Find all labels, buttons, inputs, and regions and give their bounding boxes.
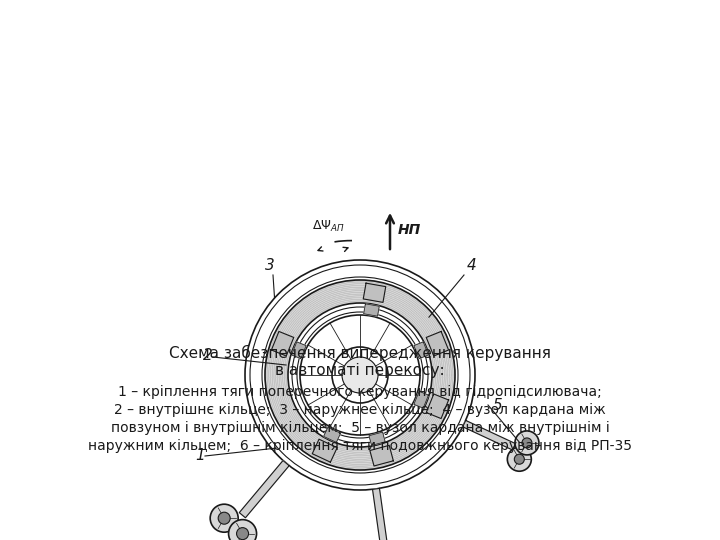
Text: в автоматі перекосу:: в автоматі перекосу: [275, 363, 445, 378]
Text: 2: 2 [203, 348, 212, 363]
Polygon shape [463, 421, 516, 450]
Polygon shape [312, 439, 337, 462]
Circle shape [218, 512, 230, 524]
Circle shape [237, 528, 248, 539]
Text: наружним кільцем;  6 – кріплення тяги подовжнього керування від РП-35: наружним кільцем; 6 – кріплення тяги под… [88, 439, 632, 453]
Polygon shape [370, 446, 393, 466]
Text: 4: 4 [467, 258, 477, 273]
Text: Схема забезпечення випередження керування: Схема забезпечення випередження керуванн… [169, 345, 551, 361]
Polygon shape [369, 432, 385, 445]
Polygon shape [372, 488, 388, 540]
Polygon shape [364, 304, 379, 316]
Polygon shape [292, 342, 306, 359]
Polygon shape [364, 283, 386, 302]
Polygon shape [414, 342, 428, 359]
Polygon shape [426, 332, 449, 356]
Circle shape [342, 357, 378, 393]
Circle shape [228, 519, 256, 540]
Polygon shape [239, 461, 289, 518]
Circle shape [265, 280, 455, 470]
Text: $\Delta\Psi_{АП}$: $\Delta\Psi_{АП}$ [312, 219, 344, 234]
Text: 3: 3 [265, 258, 275, 273]
Text: 1 – кріплення тяги поперечного керування від гідропідсилювача;: 1 – кріплення тяги поперечного керування… [118, 385, 602, 399]
Text: 5: 5 [493, 398, 503, 413]
Circle shape [508, 447, 531, 471]
Text: 1: 1 [195, 448, 204, 463]
Polygon shape [414, 392, 428, 408]
Circle shape [514, 454, 524, 464]
Text: 2 – внутрішнє кільце;  3 – наружнее кільце;  4 – вузол кардана між: 2 – внутрішнє кільце; 3 – наружнее кільц… [114, 403, 606, 417]
Polygon shape [324, 427, 341, 442]
Text: НП: НП [398, 223, 421, 237]
Polygon shape [426, 394, 449, 418]
Circle shape [210, 504, 238, 532]
Polygon shape [271, 332, 294, 356]
Text: повзуном і внутрішнім кільцем;  5 – вузол кардана між внутрішнім і: повзуном і внутрішнім кільцем; 5 – вузол… [111, 421, 609, 435]
Circle shape [515, 431, 539, 455]
Circle shape [522, 438, 532, 448]
Circle shape [288, 303, 432, 447]
